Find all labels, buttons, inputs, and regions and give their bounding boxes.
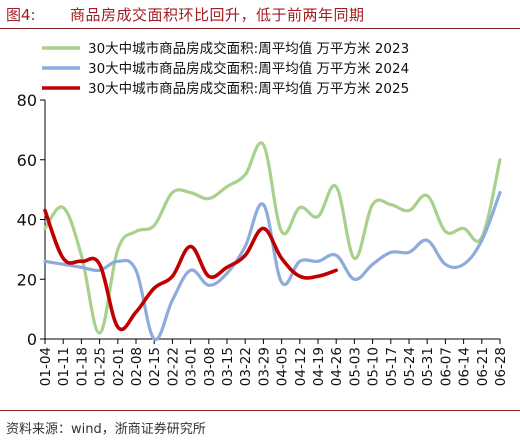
x-tick-label: 05-24 xyxy=(402,347,418,386)
chart-title: 商品房成交面积环比回升，低于前两年同期 xyxy=(70,6,365,24)
x-tick-label: 02-15 xyxy=(147,347,163,386)
x-tick-label: 03-15 xyxy=(220,347,236,386)
x-tick-label: 06-28 xyxy=(493,347,509,386)
x-tick-label: 04-12 xyxy=(293,347,309,386)
source-note: 资料来源：wind，浙商证券研究所 xyxy=(6,422,206,437)
x-tick-label: 01-25 xyxy=(93,347,109,386)
y-tick-label: 20 xyxy=(17,270,37,289)
legend-label-2: 30大中城市商品房成交面积:周平均值 万平方米 2024 xyxy=(88,60,409,77)
figure-label: 图4: xyxy=(6,6,36,24)
x-tick-label: 05-03 xyxy=(347,347,363,386)
series-line-1 xyxy=(43,141,502,335)
y-tick-label: 40 xyxy=(17,211,37,230)
x-tick-label: 05-31 xyxy=(420,347,436,386)
legend-label-1: 30大中城市商品房成交面积:周平均值 万平方米 2023 xyxy=(88,40,409,57)
x-tick-label: 02-08 xyxy=(129,347,145,386)
legend-label-3: 30大中城市商品房成交面积:周平均值 万平方米 2025 xyxy=(88,80,409,97)
x-tick-label: 06-21 xyxy=(475,347,491,386)
x-tick-label: 02-01 xyxy=(111,347,127,386)
x-tick-label: 01-11 xyxy=(56,347,72,386)
title-bar: 图4: 商品房成交面积环比回升，低于前两年同期 xyxy=(0,0,520,29)
series-line-3 xyxy=(43,208,338,332)
x-tick-label: 04-05 xyxy=(275,347,291,386)
x-tick-label: 02-22 xyxy=(165,347,181,386)
x-tick-label: 03-29 xyxy=(256,347,272,386)
legend: 30大中城市商品房成交面积:周平均值 万平方米 2023 30大中城市商品房成交面… xyxy=(42,40,409,97)
x-tick-label: 05-17 xyxy=(384,347,400,386)
y-tick-label: 0 xyxy=(27,330,37,349)
x-tick-label: 04-19 xyxy=(311,347,327,386)
y-tick-label: 60 xyxy=(17,151,37,170)
x-tick-label: 04-26 xyxy=(329,347,345,386)
series-lines xyxy=(43,141,502,341)
x-tick-label: 06-07 xyxy=(438,347,454,386)
footer-rule xyxy=(0,410,520,411)
x-tick-label: 05-10 xyxy=(366,347,382,386)
x-tick-label: 03-01 xyxy=(184,347,200,386)
x-tick-label: 03-22 xyxy=(238,347,254,386)
x-tick-label: 01-04 xyxy=(38,347,54,386)
y-tick-label: 80 xyxy=(17,91,37,110)
x-tick-label: 06-14 xyxy=(457,347,473,386)
x-tick-label: 03-08 xyxy=(202,347,218,386)
x-tick-label: 01-18 xyxy=(74,347,90,386)
